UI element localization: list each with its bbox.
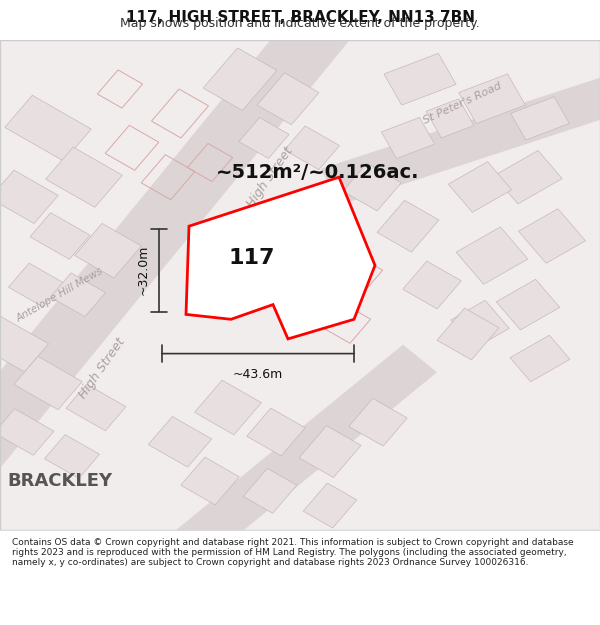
Polygon shape <box>44 434 100 478</box>
Text: 117: 117 <box>229 248 275 268</box>
Polygon shape <box>0 1 358 471</box>
Polygon shape <box>163 344 437 568</box>
Polygon shape <box>377 200 439 252</box>
Polygon shape <box>451 301 509 348</box>
Polygon shape <box>384 53 456 105</box>
Polygon shape <box>496 279 560 330</box>
Text: St Peter's Road: St Peter's Road <box>421 81 503 126</box>
Polygon shape <box>30 213 90 259</box>
Text: ~32.0m: ~32.0m <box>137 245 150 296</box>
Polygon shape <box>321 71 600 205</box>
Polygon shape <box>243 468 297 513</box>
Polygon shape <box>448 162 512 212</box>
Polygon shape <box>66 384 126 431</box>
Text: Map shows position and indicative extent of the property.: Map shows position and indicative extent… <box>120 17 480 30</box>
Polygon shape <box>403 261 461 309</box>
Polygon shape <box>46 147 122 208</box>
Polygon shape <box>510 335 570 382</box>
Polygon shape <box>74 223 142 278</box>
Polygon shape <box>148 416 212 467</box>
Text: BRACKLEY: BRACKLEY <box>7 472 113 490</box>
Polygon shape <box>518 209 586 263</box>
Polygon shape <box>181 457 239 505</box>
Polygon shape <box>0 409 54 455</box>
Text: ~43.6m: ~43.6m <box>233 368 283 381</box>
Polygon shape <box>284 126 340 169</box>
Polygon shape <box>511 97 569 140</box>
Polygon shape <box>14 356 82 410</box>
Polygon shape <box>349 398 407 446</box>
Polygon shape <box>426 99 474 138</box>
Polygon shape <box>458 74 526 124</box>
Polygon shape <box>303 483 357 528</box>
Polygon shape <box>456 227 528 284</box>
Text: Antelope Hill Mews: Antelope Hill Mews <box>15 266 105 324</box>
Polygon shape <box>203 48 277 111</box>
Polygon shape <box>494 151 562 204</box>
Polygon shape <box>257 73 319 125</box>
Text: High Street: High Street <box>76 336 128 401</box>
Text: 117, HIGH STREET, BRACKLEY, NN13 7BN: 117, HIGH STREET, BRACKLEY, NN13 7BN <box>125 10 475 25</box>
Polygon shape <box>50 273 106 317</box>
Text: ~512m²/~0.126ac.: ~512m²/~0.126ac. <box>216 162 420 182</box>
Polygon shape <box>186 177 375 339</box>
Polygon shape <box>247 408 305 456</box>
Polygon shape <box>0 170 58 224</box>
Text: High Street: High Street <box>244 144 296 210</box>
Polygon shape <box>437 308 499 360</box>
Polygon shape <box>343 163 401 211</box>
Polygon shape <box>8 263 64 307</box>
Text: Contains OS data © Crown copyright and database right 2021. This information is : Contains OS data © Crown copyright and d… <box>12 538 574 568</box>
Polygon shape <box>194 380 262 435</box>
Polygon shape <box>299 426 361 478</box>
Polygon shape <box>382 118 434 159</box>
Polygon shape <box>239 118 289 159</box>
Polygon shape <box>5 95 91 161</box>
Polygon shape <box>0 316 49 372</box>
